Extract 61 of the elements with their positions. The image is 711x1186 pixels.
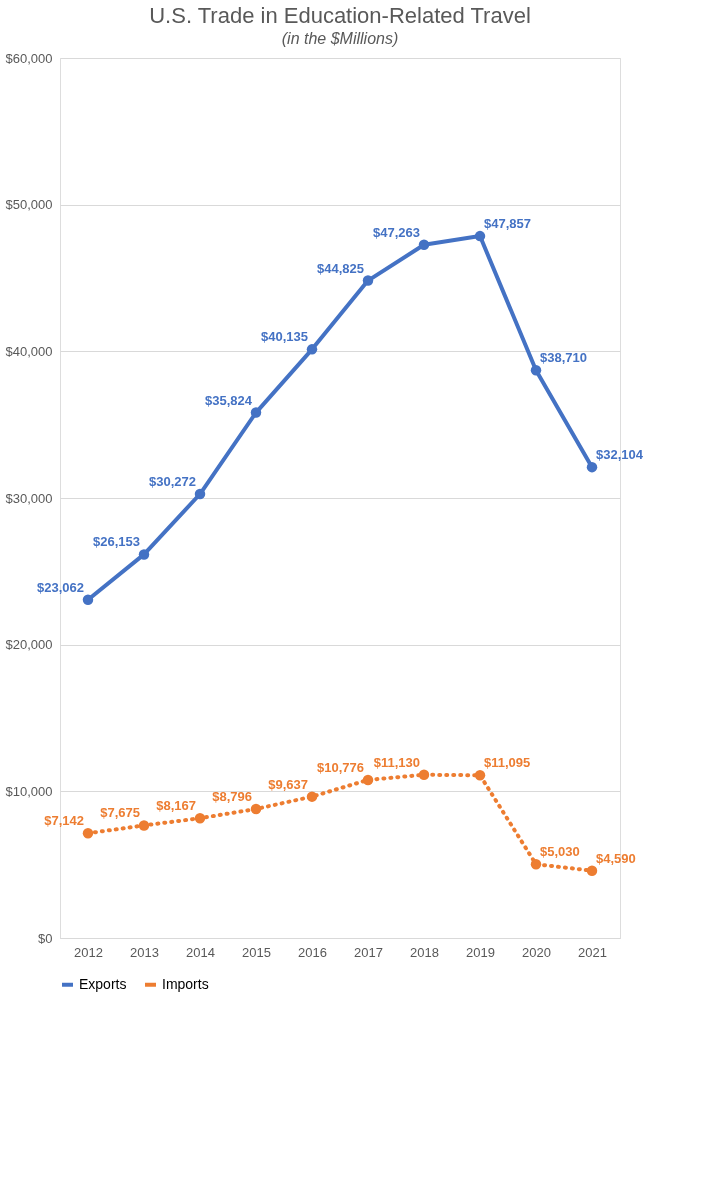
point bbox=[418, 769, 430, 780]
point bbox=[306, 344, 318, 355]
point bbox=[194, 488, 206, 500]
data-label: $32,104 bbox=[596, 447, 644, 463]
point bbox=[586, 865, 598, 876]
data-label: $35,824 bbox=[205, 392, 253, 408]
y-tick-label: $40,000 bbox=[5, 343, 53, 359]
legend-label: Imports bbox=[162, 975, 209, 992]
point bbox=[530, 365, 542, 376]
data-label: $9,637 bbox=[268, 776, 308, 792]
x-tick-label: 2017 bbox=[354, 944, 383, 960]
x-tick-label: 2014 bbox=[186, 944, 215, 960]
y-tick-label: $30,000 bbox=[5, 490, 53, 506]
x-tick-label: 2019 bbox=[466, 944, 495, 960]
data-label: $23,062 bbox=[37, 579, 84, 595]
data-label: $7,142 bbox=[44, 813, 84, 829]
point bbox=[194, 812, 206, 824]
point bbox=[418, 239, 430, 251]
y-tick-label: $60,000 bbox=[5, 50, 53, 66]
data-label: $11,130 bbox=[373, 754, 420, 770]
data-label: $11,095 bbox=[484, 755, 531, 771]
data-label: $40,135 bbox=[261, 329, 308, 345]
y-tick-label: $50,000 bbox=[5, 197, 53, 213]
data-label: $47,263 bbox=[373, 224, 420, 240]
point bbox=[138, 549, 150, 560]
data-label: $30,272 bbox=[149, 474, 196, 490]
data-label: $8,796 bbox=[212, 788, 252, 804]
data-label: $38,710 bbox=[540, 350, 587, 366]
point bbox=[306, 791, 318, 802]
point bbox=[82, 828, 94, 839]
data-label: $4,590 bbox=[596, 850, 636, 866]
x-tick-label: 2012 bbox=[74, 944, 103, 960]
data-label: $7,675 bbox=[100, 805, 140, 821]
data-label: $26,153 bbox=[93, 534, 140, 550]
point bbox=[82, 594, 94, 605]
y-tick-label: $20,000 bbox=[5, 637, 53, 653]
data-label: $10,776 bbox=[317, 759, 364, 775]
y-tick-label: $0 bbox=[38, 930, 53, 946]
data-label: $47,857 bbox=[484, 216, 531, 232]
point bbox=[138, 820, 150, 831]
x-tick-label: 2013 bbox=[130, 944, 159, 960]
point bbox=[362, 774, 374, 786]
x-tick-label: 2020 bbox=[522, 944, 551, 960]
point bbox=[250, 803, 262, 815]
x-tick-label: 2018 bbox=[410, 944, 439, 960]
legend-label: Exports bbox=[79, 975, 127, 992]
data-label: $44,825 bbox=[317, 260, 364, 276]
x-tick-label: 2015 bbox=[242, 944, 271, 960]
point bbox=[474, 230, 486, 242]
point bbox=[250, 407, 262, 418]
data-label: $5,030 bbox=[540, 844, 580, 860]
point bbox=[362, 275, 374, 286]
data-label: $8,167 bbox=[156, 798, 196, 814]
chart-title: U.S. Trade in Education-Related Travel bbox=[149, 3, 531, 28]
point bbox=[530, 858, 542, 870]
x-tick-label: 2016 bbox=[298, 944, 327, 960]
x-tick-label: 2021 bbox=[578, 944, 607, 960]
point bbox=[474, 770, 486, 781]
y-tick-label: $10,000 bbox=[5, 783, 53, 799]
chart-subtitle: (in the $Millions) bbox=[281, 30, 399, 47]
point bbox=[586, 461, 598, 473]
